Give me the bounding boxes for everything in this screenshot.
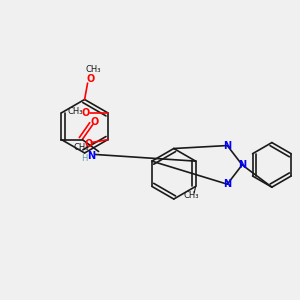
Text: CH₃: CH₃: [73, 142, 89, 152]
Text: CH₃: CH₃: [86, 65, 101, 74]
Text: H: H: [81, 154, 88, 163]
Text: CH₃: CH₃: [67, 107, 83, 116]
Text: N: N: [238, 160, 246, 170]
Text: O: O: [81, 108, 90, 118]
Text: N: N: [223, 179, 231, 189]
Text: O: O: [84, 139, 93, 149]
Text: CH₃: CH₃: [183, 191, 199, 200]
Text: O: O: [90, 117, 98, 127]
Text: N: N: [223, 140, 231, 151]
Text: O: O: [86, 74, 95, 84]
Text: N: N: [87, 151, 95, 161]
